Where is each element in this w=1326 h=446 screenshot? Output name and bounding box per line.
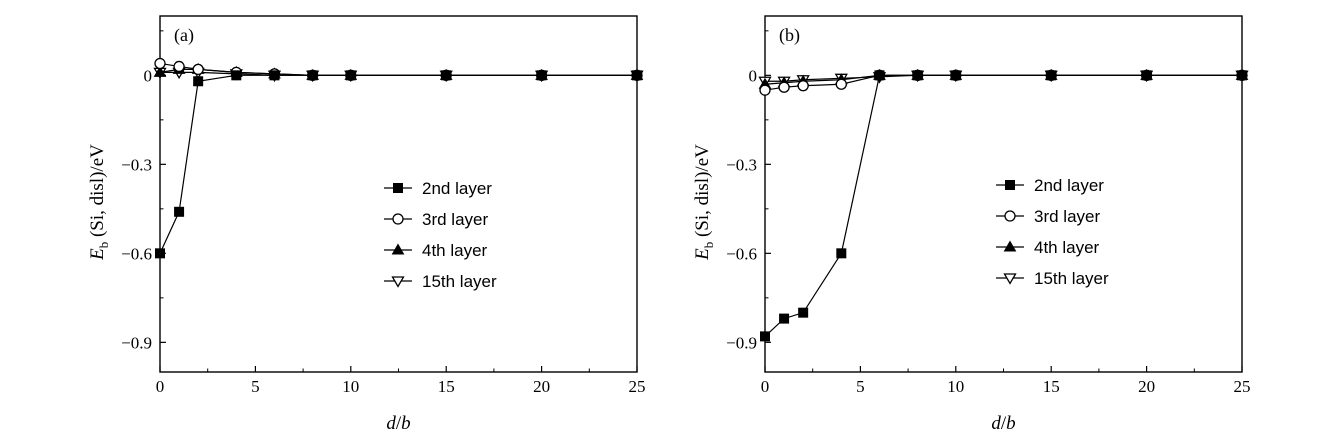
x-tick-label: 20	[1138, 377, 1155, 396]
y-axis-title-E: E	[692, 248, 713, 261]
legend-marker	[1005, 180, 1015, 190]
y-axis-title: Eb (Si, disl)/eV	[692, 144, 716, 261]
legend-marker	[1003, 240, 1017, 252]
data-point-2nd-layer	[345, 70, 356, 81]
y-axis-title-rest: (Si, disl)/eV	[87, 144, 108, 242]
x-axis-title-d: d	[386, 413, 396, 434]
data-point-2nd-layer	[1237, 70, 1247, 81]
y-tick-label: −0.3	[121, 155, 152, 174]
data-point-3rd-layer	[173, 60, 185, 73]
legend-marker	[392, 213, 404, 225]
y-tick-label: 0	[144, 66, 153, 85]
data-point-2nd-layer	[760, 331, 770, 342]
x-axis-title-sep: /	[1001, 413, 1007, 434]
legend-label: 15th layer	[1034, 269, 1109, 288]
chart-panel-b: 0 5 10 15 20 250−0.3−0.6−0.9(b)d/bEb (Si, dis…	[692, 15, 1251, 434]
panel-label: (b)	[779, 25, 800, 46]
data-point-2nd-layer	[632, 70, 642, 81]
legend-marker	[393, 183, 403, 193]
data-point-4th-layer	[153, 65, 167, 77]
x-tick-label: 25	[1234, 377, 1251, 396]
x-tick-label: 20	[533, 377, 550, 396]
y-tick-label: −0.3	[726, 155, 757, 174]
x-tick-label: 0	[156, 377, 165, 396]
y-axis-title-E: E	[87, 248, 108, 261]
x-axis-title-sep: /	[396, 413, 402, 434]
x-tick-label: 10	[342, 377, 359, 396]
data-point-2nd-layer	[836, 248, 847, 259]
data-point-2nd-layer	[155, 248, 165, 259]
legend-label: 3rd layer	[422, 210, 488, 229]
y-axis-title-sub: b	[701, 242, 716, 249]
y-axis-title: Eb (Si, disl)/eV	[87, 144, 111, 261]
y-tick-label: −0.6	[726, 244, 757, 263]
x-axis-title: d/b	[991, 413, 1015, 434]
legend-marker	[391, 243, 405, 255]
data-point-2nd-layer	[1046, 70, 1057, 81]
series-line-2nd-layer	[764, 74, 1242, 337]
data-point-2nd-layer	[874, 70, 885, 81]
x-tick-label: 5	[251, 377, 260, 396]
y-tick-label: 0	[749, 66, 758, 85]
data-point-3rd-layer	[154, 57, 166, 70]
data-point-2nd-layer	[193, 76, 204, 87]
data-point-2nd-layer	[1141, 70, 1152, 81]
legend-marker	[391, 276, 405, 288]
y-tick-label: −0.9	[121, 333, 152, 352]
data-point-3rd-layer	[192, 63, 204, 76]
x-tick-label: 25	[629, 377, 646, 396]
data-point-3rd-layer	[759, 84, 771, 96]
x-axis-title: d/b	[386, 413, 410, 434]
data-point-3rd-layer	[797, 80, 809, 92]
legend-label: 2nd layer	[1034, 176, 1104, 195]
legend-label: 4th layer	[422, 241, 488, 260]
data-point-2nd-layer	[269, 70, 280, 81]
y-tick-label: −0.6	[121, 244, 152, 263]
legend-marker	[1003, 273, 1017, 285]
legend-marker	[1004, 210, 1016, 222]
y-axis-title-rest: (Si, disl)/eV	[692, 144, 713, 242]
legend-label: 15th layer	[422, 272, 497, 291]
data-point-3rd-layer	[835, 78, 847, 90]
data-point-2nd-layer	[174, 206, 185, 217]
x-tick-label: 5	[856, 377, 865, 396]
plot-frame	[764, 15, 1243, 373]
y-axis-title-sub: b	[96, 242, 111, 249]
y-tick-label: −0.9	[726, 333, 757, 352]
chart-panel-a: 0 5 10 15 20 250−0.3−0.6−0.9(a)d/bEb (Si, dis…	[87, 15, 646, 434]
legend-label: 2nd layer	[422, 179, 492, 198]
data-point-2nd-layer	[307, 70, 318, 81]
series-line-2nd-layer	[159, 74, 637, 254]
data-point-2nd-layer	[950, 70, 961, 81]
x-axis-title-b: b	[1006, 413, 1016, 434]
panel-label: (a)	[174, 25, 194, 46]
data-point-2nd-layer	[779, 313, 790, 324]
data-point-2nd-layer	[536, 70, 547, 81]
x-tick-label: 10	[947, 377, 964, 396]
data-point-3rd-layer	[778, 81, 790, 93]
x-axis-title-d: d	[991, 413, 1001, 434]
data-point-2nd-layer	[912, 70, 923, 81]
legend-label: 3rd layer	[1034, 207, 1100, 226]
data-point-2nd-layer	[441, 70, 452, 81]
legend-label: 4th layer	[1034, 238, 1100, 257]
data-point-2nd-layer	[798, 307, 809, 318]
x-tick-label: 15	[1043, 377, 1060, 396]
x-axis-title-b: b	[401, 413, 411, 434]
x-tick-label: 15	[438, 377, 455, 396]
data-point-2nd-layer	[231, 70, 242, 81]
x-tick-label: 0	[761, 377, 770, 396]
